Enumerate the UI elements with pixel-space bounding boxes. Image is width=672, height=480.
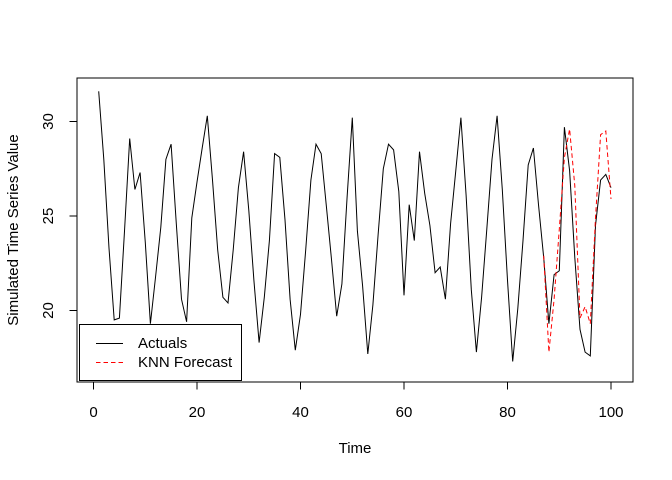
x-tick-label: 20 <box>189 404 206 421</box>
legend-entry-knn-forecast: KNN Forecast <box>96 353 241 372</box>
legend-label-knn-forecast: KNN Forecast <box>138 353 233 371</box>
legend-label-actuals: Actuals <box>138 334 188 352</box>
series-line-knn-forecast <box>543 129 612 353</box>
x-tick-label: 100 <box>598 404 623 421</box>
y-tick-label: 30 <box>40 113 57 130</box>
x-tick-label: 0 <box>89 404 97 421</box>
plot-area: 0 20 40 60 80 100 20 25 30 <box>40 77 634 421</box>
x-tick-label: 60 <box>396 404 413 421</box>
series-line-actuals <box>98 91 612 362</box>
x-tick-label: 80 <box>499 404 516 421</box>
plot-border <box>76 77 634 383</box>
y-tick-label: 20 <box>40 302 57 319</box>
legend-entry-actuals: Actuals <box>96 334 241 353</box>
legend: Actuals KNN Forecast <box>79 324 242 381</box>
y-tick-label: 25 <box>40 208 57 225</box>
y-axis-title: Simulated Time Series Value <box>5 134 22 325</box>
dashed-line-icon <box>96 361 123 363</box>
solid-line-icon <box>96 342 123 344</box>
x-axis-title: Time <box>339 440 372 457</box>
x-tick-label: 40 <box>292 404 309 421</box>
